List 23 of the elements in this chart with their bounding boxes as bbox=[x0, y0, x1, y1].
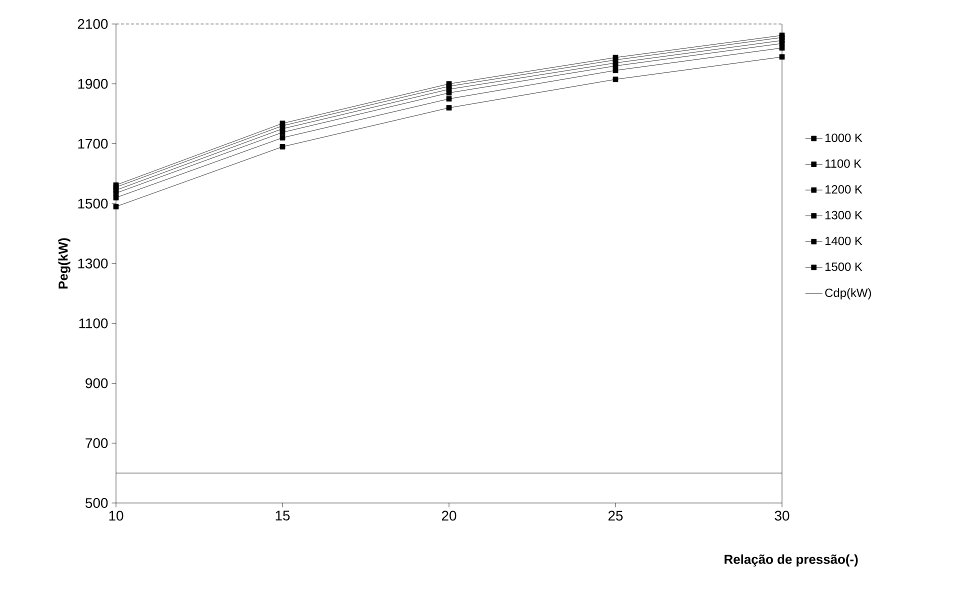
y-tick-label: 1500 bbox=[78, 198, 108, 209]
y-tick-label: 700 bbox=[86, 438, 108, 448]
y-tick-label: 1100 bbox=[79, 318, 108, 328]
legend-label: Cdp(kW) bbox=[825, 288, 871, 300]
y-axis-title: Peg(kW) bbox=[58, 238, 70, 289]
x-tick-label: 25 bbox=[608, 510, 623, 521]
y-tick-label: 900 bbox=[86, 378, 108, 388]
legend-label: 1400 K bbox=[825, 236, 862, 246]
x-tick-label: 15 bbox=[276, 510, 290, 521]
x-tick-label: 10 bbox=[109, 510, 124, 521]
legend-label: 1200 K bbox=[825, 185, 862, 194]
x-tick-label: 20 bbox=[442, 510, 456, 521]
y-tick-label: 1300 bbox=[78, 258, 108, 268]
legend-label: 1100 K bbox=[825, 159, 862, 168]
legend-label: 1300 K bbox=[825, 210, 862, 220]
x-axis-title: Relação de pressão(-) bbox=[724, 554, 858, 566]
x-tick-label: 30 bbox=[774, 510, 790, 521]
y-tick-label: 1900 bbox=[78, 78, 108, 89]
y-tick-label: 500 bbox=[86, 498, 108, 508]
y-tick-label: 2100 bbox=[78, 19, 108, 29]
legend-label: 1000 K bbox=[825, 134, 862, 142]
y-tick-label: 1700 bbox=[78, 138, 108, 149]
legend-label: 1500 K bbox=[825, 262, 862, 271]
